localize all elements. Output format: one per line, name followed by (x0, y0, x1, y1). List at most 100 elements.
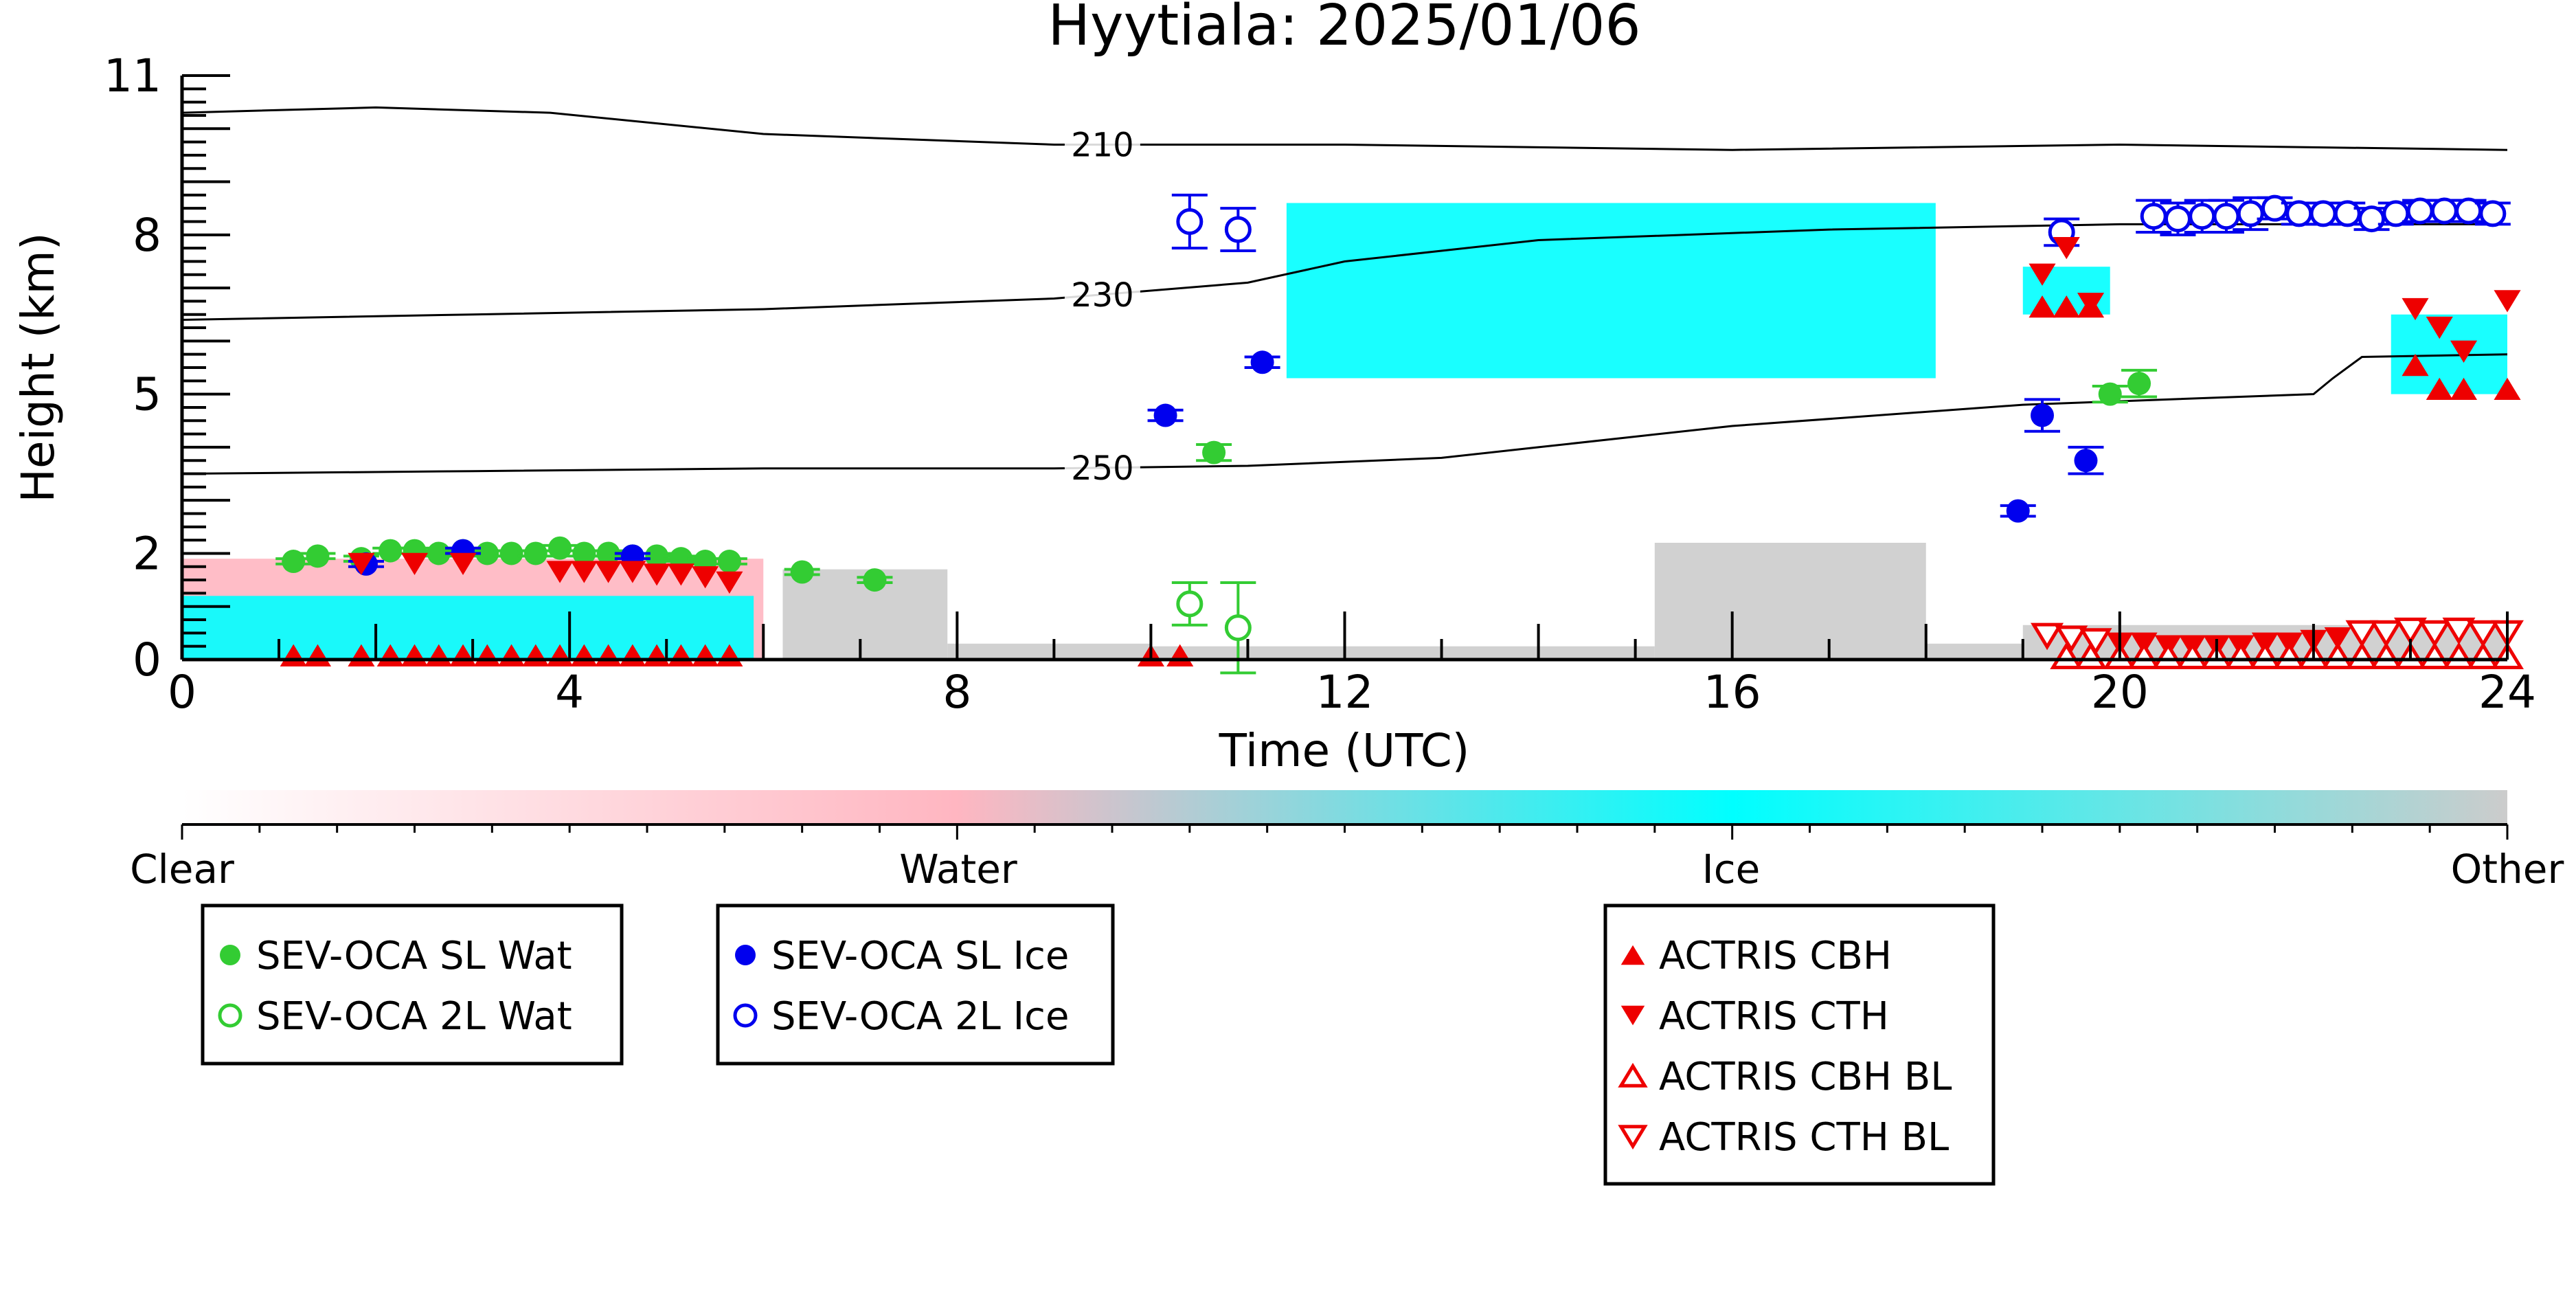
data-point (2358, 205, 2386, 233)
colorbar-label: Water (899, 846, 1017, 893)
data-point (2077, 293, 2105, 315)
data-point (546, 561, 574, 583)
y-tick-label: 0 (133, 633, 161, 686)
data-point (2006, 499, 2030, 523)
data-point (348, 552, 375, 576)
contour-line (182, 353, 2507, 475)
x-tick-label: 8 (942, 666, 971, 719)
data-point (2029, 263, 2056, 286)
data-point (2479, 200, 2507, 227)
x-tick-label: 0 (168, 666, 196, 719)
legend-label: SEV-OCA 2L Ice (771, 994, 1069, 1039)
x-axis-label: Time (UTC) (1219, 724, 1470, 777)
data-point (2189, 203, 2216, 230)
classification-layer (182, 203, 2507, 660)
y-tick-label: 8 (133, 209, 161, 262)
data-point (2098, 382, 2122, 406)
y-tick-label: 11 (104, 49, 161, 102)
ice-region (182, 596, 754, 660)
data-point (2224, 642, 2258, 670)
legend-marker (1620, 1005, 1645, 1026)
contour-label: 210 (1071, 126, 1134, 164)
legend-box-2: SEV-OCA SL Ice SEV-OCA 2L Ice (716, 903, 1115, 1066)
x-tick-label: 4 (555, 666, 584, 719)
series-sev-oca-2l-ice (1171, 193, 2511, 252)
data-point (2053, 236, 2080, 260)
data-point (2151, 642, 2185, 670)
data-point (2237, 200, 2264, 227)
colorbar-gradient (182, 790, 2507, 824)
data-point (1224, 614, 1252, 642)
data-point (2321, 642, 2355, 670)
data-point (572, 541, 596, 565)
data-point (2127, 642, 2161, 670)
contour-label-bg (1064, 125, 1140, 164)
chart-title: Hyytiala: 2025/01/06 (1048, 0, 1640, 58)
data-point (2345, 620, 2379, 648)
data-point (427, 541, 451, 565)
legend-frame (1603, 903, 1996, 1186)
legend-label: SEV-OCA SL Ice (771, 934, 1069, 978)
data-point (2074, 642, 2108, 670)
colorbar: Clear Water Ice Other (130, 790, 2564, 893)
data-point (2442, 617, 2476, 645)
data-point (2053, 295, 2080, 318)
data-point (716, 571, 743, 594)
y-tick-label: 2 (133, 527, 161, 580)
other-region (947, 643, 1151, 660)
series-sev-oca-sl-ice (348, 350, 2104, 576)
data-point (619, 561, 646, 583)
data-point (1224, 216, 1252, 243)
data-point (2418, 620, 2452, 648)
data-point (2494, 377, 2521, 401)
contour-line (182, 223, 2507, 321)
data-point (2324, 627, 2351, 650)
data-point (475, 541, 499, 565)
data-point (2442, 642, 2476, 670)
data-point (1153, 403, 1177, 427)
data-point (570, 561, 598, 583)
legend-box-3: ACTRIS CBH ACTRIS CTH ACTRIS CBH BL ACTRIS … (1603, 903, 1996, 1186)
data-point (2164, 205, 2191, 233)
data-point (379, 539, 403, 563)
data-point (2450, 340, 2478, 363)
data-point (400, 552, 429, 576)
series-actris-cbh-bl (2050, 642, 2524, 670)
data-point (2031, 403, 2054, 427)
data-point (2140, 203, 2167, 230)
data-point (2402, 353, 2429, 377)
data-point (282, 550, 306, 574)
x-tick-label: 24 (2478, 666, 2536, 719)
data-point (595, 561, 622, 583)
data-point (1250, 350, 1274, 374)
data-point (790, 560, 814, 584)
legend-marker (1618, 1062, 1648, 1088)
contour-line (182, 106, 2507, 151)
data-point (2127, 372, 2151, 396)
legend-label: ACTRIS CTH BL (1659, 1115, 1949, 1160)
x-tick-label: 12 (1316, 666, 1374, 719)
data-point (2272, 642, 2306, 670)
legend-label: SEV-OCA 2L Wat (256, 994, 572, 1039)
data-point (643, 563, 670, 586)
other-region (1151, 646, 1655, 660)
contour-label-bg (1064, 275, 1140, 314)
data-point (1176, 208, 1204, 235)
legend-label: SEV-OCA SL Wat (256, 934, 572, 978)
data-point (2285, 200, 2313, 227)
other-region (1925, 643, 2023, 660)
legend-frame (716, 903, 1115, 1066)
ice-region (1286, 203, 1936, 379)
data-point (2055, 625, 2088, 653)
data-point (2369, 642, 2403, 670)
data-point (2334, 200, 2361, 227)
legend-marker (733, 1003, 758, 1028)
y-tick-label: 5 (133, 368, 161, 421)
data-point (863, 568, 887, 592)
contour-label: 250 (1071, 449, 1134, 488)
data-point (2074, 449, 2098, 473)
legend-frame (201, 903, 624, 1066)
data-point (523, 541, 547, 565)
